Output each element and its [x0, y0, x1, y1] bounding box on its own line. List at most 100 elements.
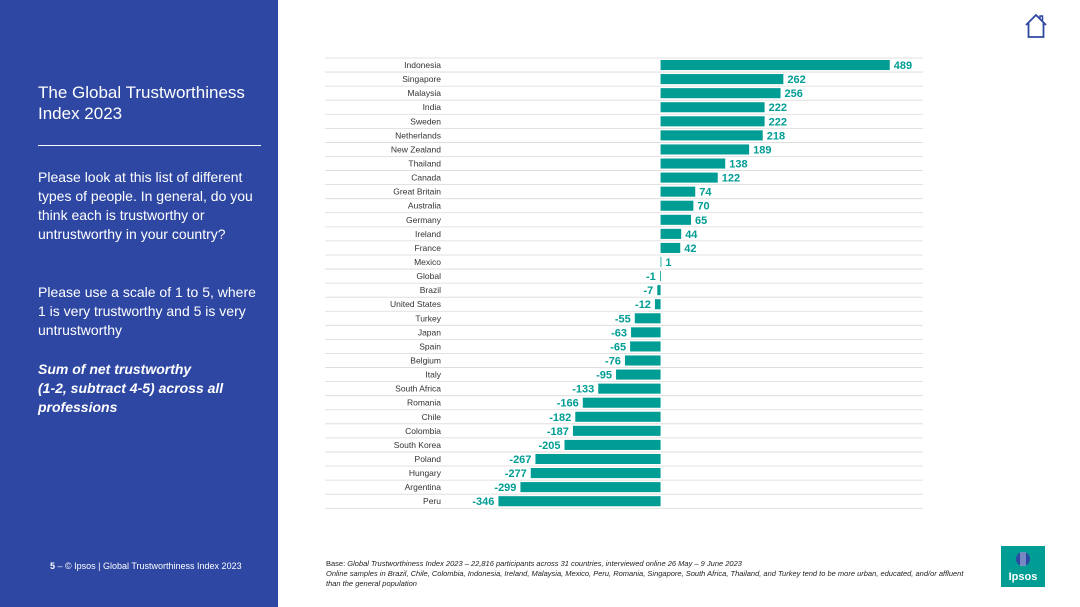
page-number: 5 [50, 561, 56, 571]
data-label: -95 [596, 370, 612, 382]
data-label: -187 [547, 426, 569, 438]
data-label: -63 [611, 327, 627, 339]
bar [660, 186, 696, 197]
category-label: Italy [425, 370, 441, 380]
bar [657, 285, 661, 296]
bar [535, 453, 661, 465]
category-label: Mexico [414, 257, 441, 267]
category-label: Thailand [408, 159, 441, 169]
bar [660, 228, 682, 239]
data-label: -76 [605, 356, 621, 368]
category-label: Ireland [415, 229, 441, 239]
category-label: Hungary [409, 468, 442, 478]
data-label: 138 [729, 159, 747, 171]
bar [530, 468, 661, 479]
data-label: 489 [894, 60, 912, 72]
data-label: -299 [494, 482, 516, 494]
bar [564, 439, 661, 450]
data-label: -205 [538, 440, 560, 452]
data-label: 1 [665, 257, 671, 269]
title-divider [38, 145, 261, 146]
bar [660, 242, 681, 253]
data-label: 42 [684, 243, 696, 255]
page-title: The Global Trustworthiness Index 2023 [38, 83, 245, 123]
data-label: -182 [549, 412, 571, 424]
data-label: 44 [685, 229, 698, 241]
category-label: New Zealand [391, 144, 441, 154]
bar [498, 496, 661, 507]
bar [660, 271, 661, 282]
home-icon[interactable] [1024, 13, 1048, 39]
measure-line-2: (1-2, subtract 4-5) across all professio… [38, 380, 224, 415]
data-label: -166 [557, 398, 579, 410]
sidebar: The Global Trustworthiness Index 2023 Pl… [0, 0, 278, 607]
category-label: India [423, 102, 442, 112]
data-label: -277 [505, 468, 527, 480]
category-label: Poland [415, 454, 442, 464]
data-label: -346 [472, 496, 494, 508]
category-label: Netherlands [395, 130, 441, 140]
category-label: Chile [422, 412, 442, 422]
category-label: Malaysia [407, 88, 441, 98]
bar [660, 158, 726, 169]
category-label: Germany [406, 215, 442, 225]
bar [660, 214, 692, 225]
data-label: 65 [695, 215, 707, 227]
data-label: -1 [646, 271, 656, 283]
bar [631, 327, 661, 338]
bar [616, 369, 661, 380]
bar [660, 144, 750, 155]
data-label: 222 [769, 102, 787, 114]
data-label: -133 [572, 384, 594, 396]
category-label: Singapore [402, 74, 441, 84]
scale-note: Please use a scale of 1 to 5, where 1 is… [38, 284, 256, 338]
data-label: -267 [509, 454, 531, 466]
bar [654, 299, 661, 310]
bar [582, 397, 661, 408]
data-label: -55 [615, 313, 631, 325]
category-label: South Korea [394, 440, 442, 450]
data-label: 262 [787, 74, 805, 86]
ipsos-logo: Ipsos [1001, 546, 1045, 587]
category-label: Argentina [405, 482, 442, 492]
bar [660, 256, 662, 268]
category-label: Canada [411, 173, 441, 183]
base-line-1: Global Trustworthiness Index 2023 – 22,8… [345, 559, 742, 568]
category-label: Brazil [420, 285, 441, 295]
bar [660, 74, 784, 85]
data-label: 256 [785, 88, 803, 100]
bar [660, 130, 763, 141]
category-label: Belgium [410, 356, 441, 366]
bar [660, 88, 781, 99]
category-label: Spain [419, 341, 441, 351]
base-line-2: Online samples in Brazil, Chile, Colombi… [326, 569, 964, 588]
measure-description: Sum of net trustworthy (1-2, subtract 4-… [38, 360, 266, 417]
bar [660, 172, 718, 183]
bar [660, 60, 890, 71]
footer-copyright: – © Ipsos | Global Trustworthiness Index… [55, 561, 242, 571]
trustworthiness-bar-chart: Indonesia 489 Singapore 262 Malaysia 256 India… [325, 57, 923, 509]
bar [598, 383, 661, 394]
category-label: Romania [407, 398, 441, 408]
bar [660, 102, 765, 113]
data-label: 218 [767, 130, 785, 142]
category-label: Indonesia [404, 60, 441, 70]
category-label: Australia [408, 201, 441, 211]
data-label: 74 [699, 187, 712, 199]
category-label: Sweden [410, 116, 441, 126]
bar [572, 425, 661, 436]
data-label: 222 [769, 116, 787, 128]
bar [520, 482, 661, 493]
bar [634, 313, 661, 324]
survey-question: Please look at this list of different ty… [38, 169, 253, 242]
data-label: -7 [644, 285, 654, 297]
slide-footer: 5 – © Ipsos | Global Trustworthiness Ind… [50, 561, 242, 571]
bar [624, 355, 661, 366]
bar [630, 341, 661, 352]
category-label: Japan [418, 327, 441, 337]
category-label: Colombia [405, 426, 441, 436]
category-label: France [415, 243, 442, 253]
category-label: Great Britain [393, 187, 441, 197]
category-label: Turkey [415, 313, 441, 323]
bar [660, 200, 694, 211]
